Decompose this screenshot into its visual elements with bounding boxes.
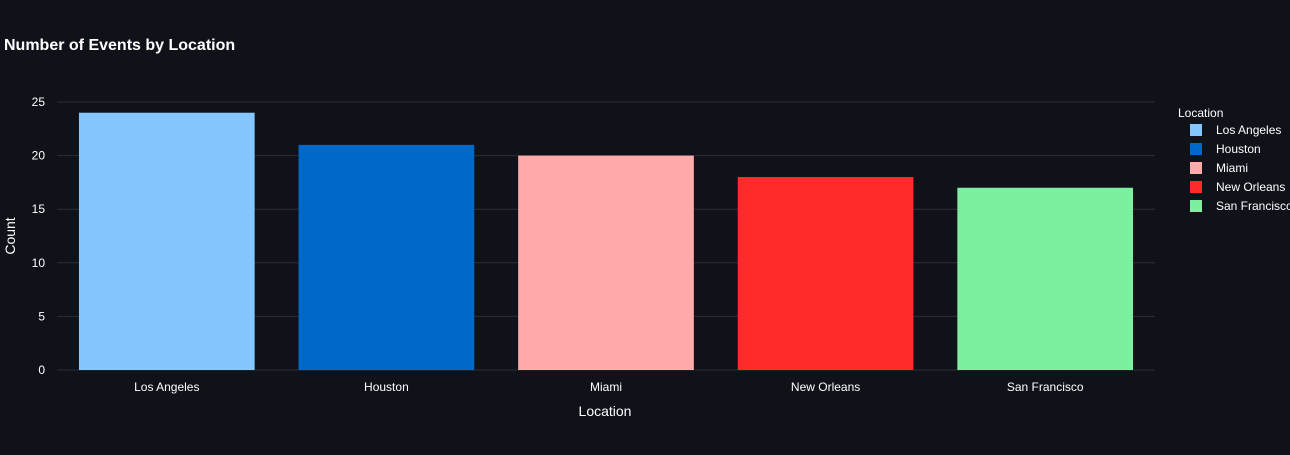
legend-items: Los Angeles Houston Miami New Orleans San Fr…	[1190, 123, 1290, 213]
bars	[78, 112, 1134, 370]
legend-swatch	[1190, 143, 1202, 155]
x-tick-label: Miami	[590, 380, 622, 394]
bar[interactable]	[78, 112, 255, 370]
y-tick-label: 0	[38, 363, 45, 377]
bar[interactable]	[298, 144, 475, 370]
bar[interactable]	[957, 187, 1134, 370]
legend-swatch	[1190, 181, 1202, 193]
x-tick-label: Los Angeles	[134, 380, 199, 394]
legend-item[interactable]: New Orleans	[1190, 180, 1285, 194]
x-tick-label: San Francisco	[1007, 380, 1084, 394]
chart-title: Number of Events by Location	[4, 37, 235, 54]
legend-item[interactable]: Miami	[1190, 161, 1248, 175]
legend-item[interactable]: Los Angeles	[1190, 123, 1281, 137]
bar[interactable]	[518, 155, 694, 370]
legend-swatch	[1190, 124, 1202, 136]
x-tick-label: New Orleans	[791, 380, 860, 394]
x-axis-ticks: Los Angeles Houston Miami New Orleans San Fr…	[134, 380, 1084, 394]
legend-title: Location	[1178, 106, 1223, 120]
x-tick-label: Houston	[364, 380, 409, 394]
x-axis-title: Location	[579, 403, 632, 419]
legend-swatch	[1190, 200, 1202, 212]
y-tick-label: 15	[32, 202, 46, 216]
legend-swatch	[1190, 162, 1202, 174]
legend-label: Los Angeles	[1216, 123, 1281, 137]
legend-label: San Francisco	[1216, 199, 1290, 213]
legend-label: New Orleans	[1216, 180, 1285, 194]
y-tick-label: 25	[32, 95, 46, 109]
legend: Location Los Angeles Houston Miami New Orle…	[1178, 106, 1290, 213]
y-axis-ticks: 0 5 10 15 20 25	[32, 95, 46, 377]
y-tick-label: 10	[32, 256, 46, 270]
legend-item[interactable]: San Francisco	[1190, 199, 1290, 213]
y-axis-title: Count	[2, 217, 18, 254]
y-tick-label: 5	[38, 309, 45, 323]
legend-item[interactable]: Houston	[1190, 142, 1261, 156]
legend-label: Miami	[1216, 161, 1248, 175]
legend-label: Houston	[1216, 142, 1261, 156]
y-tick-label: 20	[32, 149, 46, 163]
bar[interactable]	[737, 177, 914, 370]
